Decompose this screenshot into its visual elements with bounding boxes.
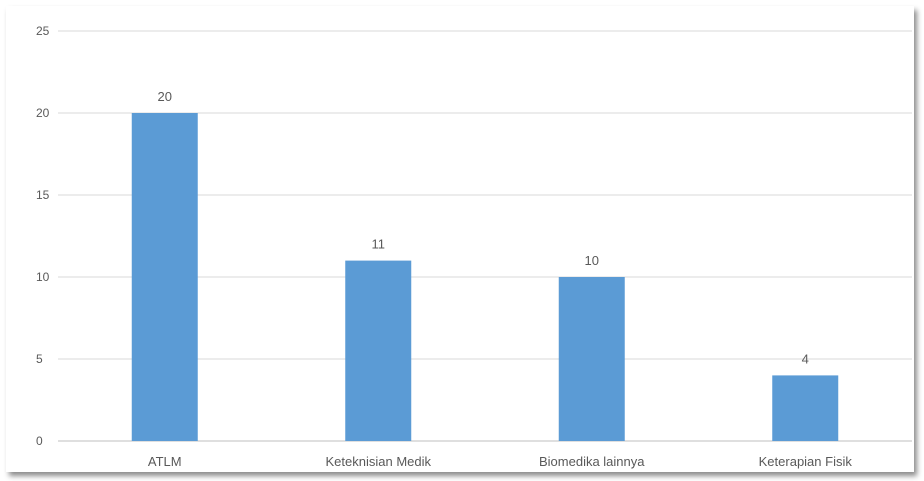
data-labels: 20 11 10 4	[158, 89, 809, 366]
x-tick-label: Keteknisian Medik	[326, 454, 432, 469]
data-label: 10	[585, 253, 599, 268]
x-tick-label: ATLM	[148, 454, 182, 469]
bars	[131, 113, 839, 441]
x-tick-label: Biomedika lainnya	[539, 454, 645, 469]
y-tick-label: 10	[36, 270, 50, 284]
bar	[558, 277, 625, 441]
gridlines	[58, 30, 912, 442]
data-label: 11	[372, 237, 386, 252]
y-axis-tick-labels: 0 5 10 15 20 25	[36, 24, 50, 448]
bar	[345, 260, 412, 441]
y-tick-label: 5	[36, 352, 43, 366]
y-tick-label: 25	[36, 24, 50, 38]
bar-chart: 0 5 10 15 20 25 20 11 10 4 ATLM Keteknisian Medik…	[36, 24, 912, 469]
chart-area: 0 5 10 15 20 25 20 11 10 4 ATLM Keteknisian Medik…	[6, 6, 914, 472]
data-label: 4	[802, 351, 809, 366]
bar	[131, 113, 198, 441]
y-tick-label: 0	[36, 434, 43, 448]
y-tick-label: 20	[36, 106, 50, 120]
x-axis-tick-labels: ATLM Keteknisian Medik Biomedika lainnya Ke…	[148, 454, 852, 469]
x-tick-label: Keterapian Fisik	[759, 454, 853, 469]
data-label: 20	[158, 89, 172, 104]
bar	[772, 375, 839, 441]
y-tick-label: 15	[36, 188, 50, 202]
